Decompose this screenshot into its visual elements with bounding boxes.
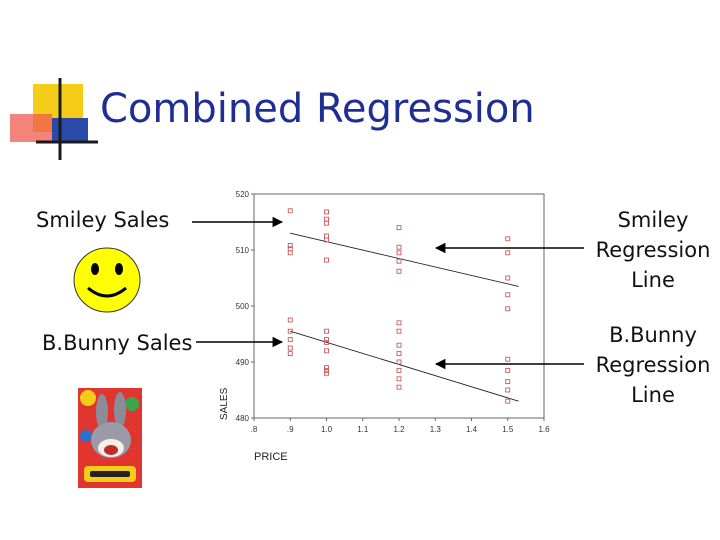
data-point bbox=[287, 208, 293, 214]
data-point bbox=[396, 376, 402, 382]
smiley-sales-label: Smiley Sales bbox=[36, 208, 170, 232]
x-tick-label: 1.2 bbox=[393, 425, 405, 434]
x-tick-label: 1.3 bbox=[430, 425, 442, 434]
data-point bbox=[505, 387, 511, 393]
bunny-mouth bbox=[104, 445, 118, 455]
bunny-line-label-1: B.Bunny bbox=[609, 323, 697, 347]
smiley-face-circle bbox=[73, 247, 141, 313]
data-point bbox=[505, 306, 511, 312]
x-tick-label: 1.5 bbox=[502, 425, 514, 434]
x-tick-label: 1.1 bbox=[357, 425, 369, 434]
smiley-regression-line-label: Smiley Regression Line bbox=[588, 205, 718, 295]
bunny-line-label-2: Regression bbox=[595, 353, 711, 377]
box-flower-1 bbox=[80, 390, 96, 406]
y-tick-label: 490 bbox=[236, 358, 250, 367]
data-point bbox=[324, 257, 329, 263]
bugs-bunny-box-image bbox=[78, 388, 142, 492]
data-point bbox=[396, 258, 402, 264]
bunny-ear-left bbox=[96, 394, 108, 430]
data-point bbox=[396, 351, 402, 357]
data-point bbox=[505, 379, 511, 385]
smiley-face-image bbox=[72, 246, 142, 318]
data-point bbox=[324, 220, 329, 226]
bunny-sales-label: B.Bunny Sales bbox=[42, 331, 193, 355]
logo-blue-square bbox=[52, 118, 88, 142]
x-tick-label: .9 bbox=[287, 425, 294, 434]
scatter-chart: 480 490 500 510 520 .8 .9 1.0 1.1 1.2 1.3 1.4 1.5 1.… bbox=[219, 190, 550, 463]
page-title: Combined Regression bbox=[100, 86, 535, 132]
data-point bbox=[505, 356, 511, 362]
logo-red-square bbox=[10, 114, 52, 142]
data-point bbox=[324, 339, 329, 345]
data-point bbox=[396, 342, 402, 348]
data-point bbox=[396, 384, 402, 390]
data-point bbox=[505, 275, 511, 281]
data-point bbox=[324, 365, 329, 371]
data-point bbox=[324, 370, 329, 376]
data-point bbox=[324, 237, 329, 243]
y-axis-title: SALES bbox=[219, 387, 230, 420]
plot-area bbox=[253, 193, 545, 419]
smiley-right-eye bbox=[115, 263, 123, 275]
data-point bbox=[324, 337, 329, 343]
x-axis-title: PRICE bbox=[254, 451, 288, 463]
box-flower-3 bbox=[80, 430, 92, 442]
y-tick-label: 480 bbox=[236, 414, 250, 423]
bunny-regression-line-label: B.Bunny Regression Line bbox=[588, 320, 718, 410]
data-point bbox=[505, 292, 511, 298]
smiley-line-label-3: Line bbox=[631, 268, 675, 292]
data-point bbox=[287, 345, 293, 351]
data-point bbox=[324, 328, 329, 334]
box-banner-text-shape bbox=[90, 471, 130, 477]
smiley-left-eye bbox=[91, 263, 99, 275]
y-tick-label: 500 bbox=[236, 302, 250, 311]
bunny-ear-right bbox=[114, 392, 126, 428]
data-point bbox=[396, 328, 402, 334]
x-tick-label: 1.6 bbox=[538, 425, 550, 434]
data-point bbox=[505, 398, 511, 404]
data-point bbox=[396, 268, 402, 274]
y-tick-label: 520 bbox=[236, 190, 250, 199]
data-point bbox=[324, 367, 329, 373]
data-point bbox=[287, 328, 293, 334]
smiley-mouth bbox=[87, 286, 127, 298]
data-point bbox=[287, 317, 293, 323]
data-point bbox=[396, 225, 402, 231]
data-point bbox=[396, 250, 402, 256]
data-point bbox=[287, 250, 293, 256]
x-tick-label: 1.0 bbox=[321, 425, 333, 434]
data-point bbox=[505, 236, 511, 242]
data-point bbox=[396, 244, 402, 250]
data-point bbox=[396, 320, 402, 326]
data-point bbox=[396, 359, 402, 365]
data-point bbox=[505, 250, 511, 256]
data-point bbox=[287, 337, 293, 343]
smiley-line-label-2: Regression bbox=[595, 238, 711, 262]
data-point bbox=[324, 209, 329, 215]
title-logo bbox=[8, 78, 98, 160]
data-point bbox=[287, 243, 293, 248]
y-tick-label: 510 bbox=[236, 246, 250, 255]
smiley-line-label-1: Smiley bbox=[617, 208, 689, 232]
x-tick-label: 1.4 bbox=[466, 425, 478, 434]
data-point bbox=[505, 367, 511, 373]
bunny-line-label-3: Line bbox=[631, 383, 675, 407]
data-point bbox=[324, 348, 329, 354]
x-tick-label: .8 bbox=[251, 425, 258, 434]
box-flower-2 bbox=[125, 397, 139, 411]
data-point bbox=[287, 351, 293, 357]
data-point bbox=[396, 367, 402, 373]
